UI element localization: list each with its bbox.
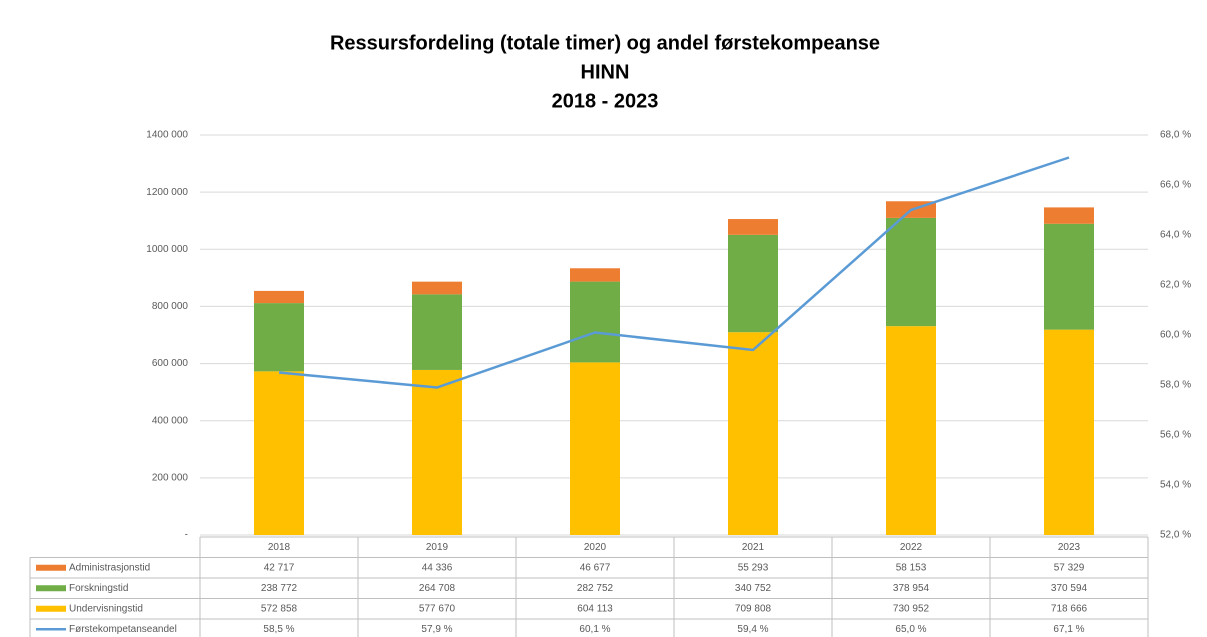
table-value: 340 752 <box>735 583 772 594</box>
bar-segment <box>1044 223 1094 330</box>
table-value: 65,0 % <box>895 624 926 635</box>
line-series <box>278 156 1070 389</box>
table-value: 67,1 % <box>1053 624 1084 635</box>
legend-key <box>36 564 66 571</box>
x-tick-label: 2021 <box>742 542 765 553</box>
bar-segment <box>728 219 778 235</box>
y-tick-label: 1000 000 <box>146 244 188 255</box>
table-value: 42 717 <box>264 562 295 573</box>
y2-tick-label: 64,0 % <box>1160 230 1191 241</box>
legend-label: Forskningstid <box>69 583 128 594</box>
legend-label: Undervisningstid <box>69 603 143 614</box>
table-value: 378 954 <box>893 583 930 594</box>
y2-tick-label: 54,0 % <box>1160 480 1191 491</box>
chart-title: HINN <box>581 61 630 83</box>
x-tick-label: 2022 <box>900 542 923 553</box>
legend-key <box>36 605 66 612</box>
y-tick-label: 200 000 <box>152 472 189 483</box>
y2-tick-label: 68,0 % <box>1160 130 1191 141</box>
y2-tick-label: 56,0 % <box>1160 430 1191 441</box>
y2-tick-label: 52,0 % <box>1160 530 1191 541</box>
bar-segment <box>728 332 778 535</box>
bar-segment <box>1044 207 1094 224</box>
y2-tick-label: 58,0 % <box>1160 380 1191 391</box>
table-value: 730 952 <box>893 603 930 614</box>
chart-title: 2018 - 2023 <box>552 90 659 112</box>
table-value: 44 336 <box>422 562 453 573</box>
table-value: 238 772 <box>261 583 298 594</box>
y-tick-label: 400 000 <box>152 415 189 426</box>
table-value: 55 293 <box>738 562 769 573</box>
bar-segment <box>1044 329 1094 535</box>
y-tick-label: 800 000 <box>152 301 189 312</box>
table-value: 58,5 % <box>263 624 294 635</box>
bar-segment <box>254 371 304 535</box>
bar-segment <box>886 217 936 327</box>
table-value: 58 153 <box>896 562 927 573</box>
table-value: 718 666 <box>1051 603 1088 614</box>
table-value: 264 708 <box>419 583 456 594</box>
table-value: 282 752 <box>577 583 614 594</box>
y-tick-label: 1400 000 <box>146 130 188 141</box>
legend-label: Administrasjonstid <box>69 562 150 573</box>
x-tick-label: 2018 <box>268 542 291 553</box>
table-value: 59,4 % <box>737 624 768 635</box>
y2-tick-label: 60,0 % <box>1160 330 1191 341</box>
table-value: 60,1 % <box>579 624 610 635</box>
table-value: 46 677 <box>580 562 611 573</box>
legend-label: Førstekompetanseandel <box>69 624 177 635</box>
bar-segment <box>570 362 620 535</box>
bar-segment <box>254 303 304 372</box>
bar-segment <box>412 369 462 535</box>
bar-segment <box>254 290 304 304</box>
bar-segment <box>886 326 936 535</box>
legend-key <box>36 585 66 592</box>
table-value: 604 113 <box>577 603 613 614</box>
x-tick-label: 2020 <box>584 542 607 553</box>
y-tick-label: - <box>185 530 188 541</box>
table-value: 709 808 <box>735 603 772 614</box>
y2-tick-label: 66,0 % <box>1160 180 1191 191</box>
x-tick-label: 2019 <box>426 542 449 553</box>
chart-title: Ressursfordeling (totale timer) og andel… <box>330 32 880 54</box>
bar-segment <box>728 234 778 333</box>
y-tick-label: 600 000 <box>152 358 189 369</box>
bar-segment <box>570 281 620 363</box>
bar-segment <box>412 294 462 370</box>
y2-tick-label: 62,0 % <box>1160 280 1191 291</box>
table-value: 370 594 <box>1051 583 1088 594</box>
bar-segment <box>570 268 620 282</box>
y-tick-label: 1200 000 <box>146 187 188 198</box>
table-value: 57,9 % <box>421 624 452 635</box>
table-value: 577 670 <box>419 603 456 614</box>
bar-segment <box>412 281 462 295</box>
table-value: 572 858 <box>261 603 298 614</box>
table-value: 57 329 <box>1054 562 1085 573</box>
x-tick-label: 2023 <box>1058 542 1081 553</box>
